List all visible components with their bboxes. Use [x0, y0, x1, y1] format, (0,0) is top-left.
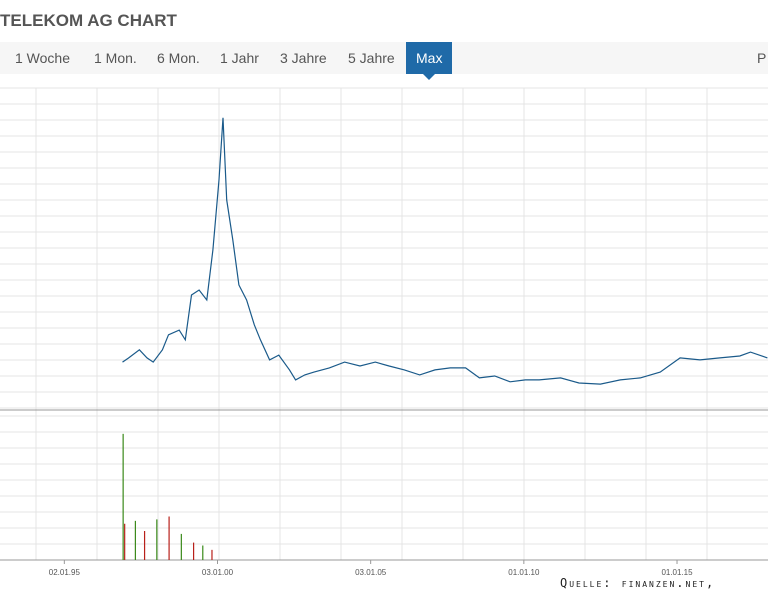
header: TELEKOM AG CHART — [0, 0, 768, 42]
volume-bar — [122, 433, 124, 560]
volume-bar — [156, 519, 158, 560]
volume-bar — [124, 523, 126, 560]
link[interactable]: P — [757, 50, 767, 66]
x-tick-label: 03.01.00 — [202, 568, 234, 577]
tab[interactable]: 1 Woche — [15, 50, 70, 66]
tab[interactable]: 6 Mon. — [157, 50, 200, 66]
x-tick-label: 01.01.10 — [508, 568, 540, 577]
x-tick-label: 01.01.15 — [661, 568, 693, 577]
tab[interactable]: 1 Mon. — [94, 50, 137, 66]
price-line — [122, 117, 768, 385]
chart-title: TELEKOM AG CHART — [0, 11, 177, 30]
tab-bar: 1 Woche 1 Mon. 6 Mon. 1 Jahr 3 Jahre 5 Jahre M… — [0, 42, 768, 80]
tab[interactable]: 5 Jahre — [348, 50, 395, 66]
x-tick-label: 03.01.05 — [355, 568, 387, 577]
volume-bar — [143, 531, 146, 560]
tab[interactable]: Max — [406, 42, 453, 80]
volume-bar — [192, 542, 195, 560]
volume-bar — [180, 533, 182, 560]
tab[interactable]: 1 Jahr — [220, 50, 259, 66]
x-tick-label: 02.01.95 — [49, 568, 81, 577]
source: Quelle: finanzen.net, — [560, 576, 716, 590]
volume-bar — [134, 520, 136, 560]
volume-bar — [202, 545, 204, 560]
volume-bar — [211, 549, 213, 560]
volume-bar — [168, 516, 170, 560]
tab[interactable]: 3 Jahre — [280, 50, 327, 66]
